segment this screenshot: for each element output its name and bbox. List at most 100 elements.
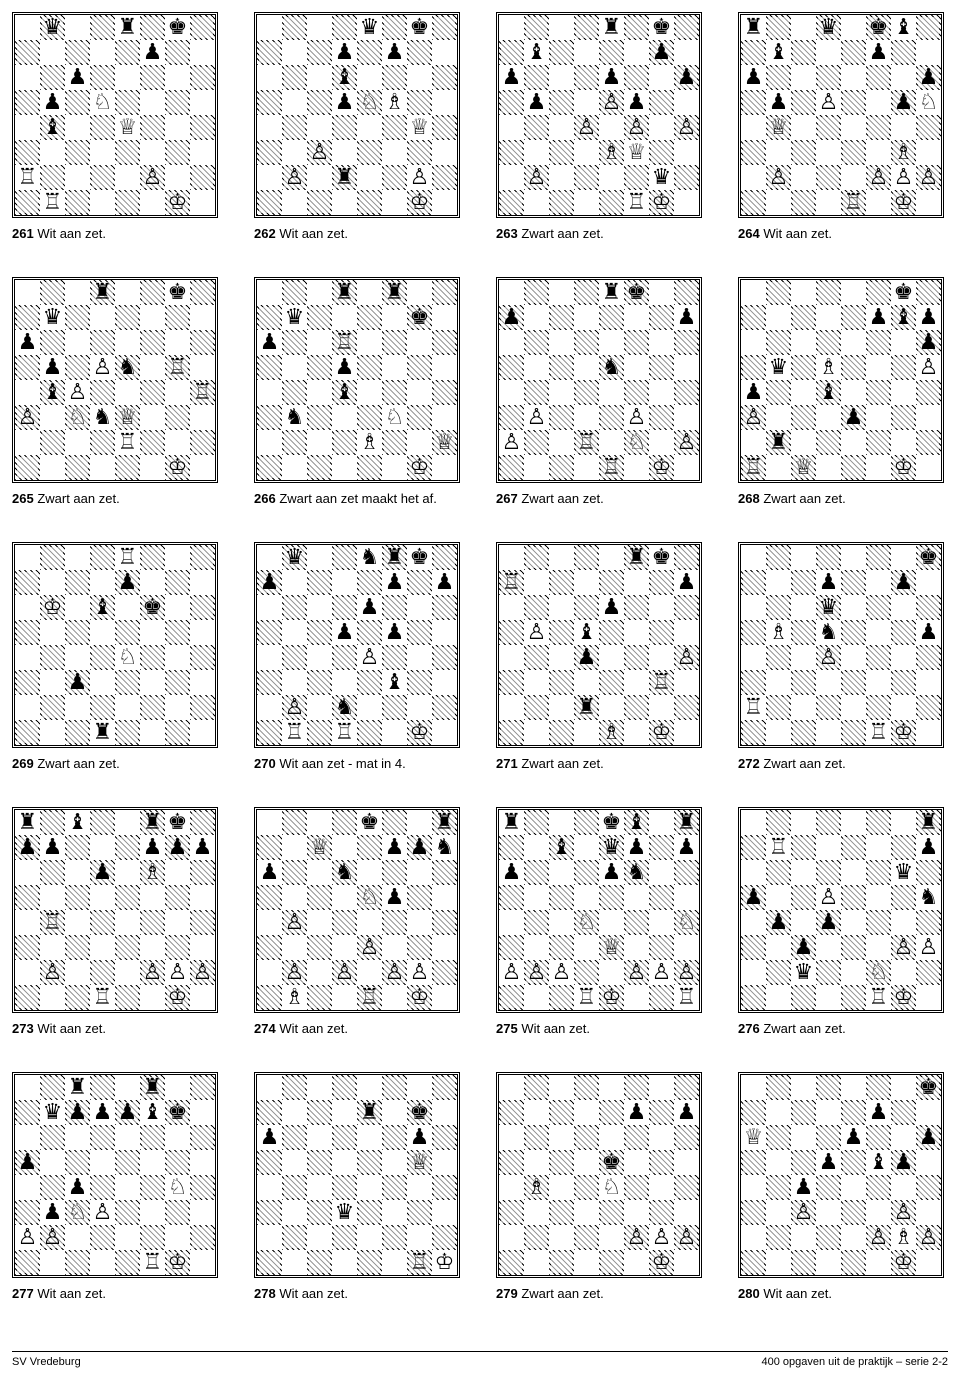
square [115, 40, 140, 65]
square: ♙ [282, 910, 307, 935]
square: ♜ [599, 280, 624, 305]
problem-caption: 273 Wit aan zet. [12, 1021, 222, 1036]
square: ♙ [624, 115, 649, 140]
square [649, 570, 674, 595]
problem-number: 265 [12, 491, 37, 506]
square [499, 455, 524, 480]
square [432, 1150, 457, 1175]
square [866, 330, 891, 355]
square [65, 595, 90, 620]
square [257, 1100, 282, 1125]
square [549, 65, 574, 90]
square: ♛ [766, 355, 791, 380]
square [524, 430, 549, 455]
square [140, 305, 165, 330]
square [307, 1175, 332, 1200]
square [332, 595, 357, 620]
square [624, 1250, 649, 1275]
square [791, 985, 816, 1010]
square [357, 1125, 382, 1150]
square [574, 1200, 599, 1225]
square: ♘ [115, 645, 140, 670]
square [499, 670, 524, 695]
square: ♙ [549, 960, 574, 985]
square [499, 885, 524, 910]
square [282, 645, 307, 670]
square [624, 1125, 649, 1150]
square [332, 1225, 357, 1250]
square [382, 720, 407, 745]
problem-cell: ♜♚♟♟♕♛♖♔278 Wit aan zet. [254, 1072, 464, 1301]
square [140, 405, 165, 430]
square [115, 1225, 140, 1250]
square [382, 645, 407, 670]
square [524, 65, 549, 90]
square [766, 330, 791, 355]
square [332, 985, 357, 1010]
square [282, 280, 307, 305]
square [791, 1075, 816, 1100]
square: ♛ [282, 545, 307, 570]
square [866, 645, 891, 670]
square [624, 1150, 649, 1175]
square [499, 595, 524, 620]
square [140, 620, 165, 645]
problem-number: 264 [738, 226, 763, 241]
square [866, 910, 891, 935]
square: ♚ [165, 15, 190, 40]
square [15, 115, 40, 140]
square [115, 190, 140, 215]
square [549, 355, 574, 380]
square [257, 545, 282, 570]
square [549, 305, 574, 330]
square [65, 15, 90, 40]
square: ♜ [624, 545, 649, 570]
square [15, 65, 40, 90]
square [332, 405, 357, 430]
square [816, 65, 841, 90]
square: ♖ [499, 570, 524, 595]
square [90, 190, 115, 215]
square [841, 1175, 866, 1200]
problem-row: ♜♚♛♟♟♙♞♖♝♙♖♙♘♞♕♖♔265 Zwart aan zet.♜♜♛♚♟… [12, 277, 948, 506]
problem-cell: ♚♟♝♟♟♛♗♙♟♝♙♟♜♖♕♔268 Zwart aan zet. [738, 277, 948, 506]
square [766, 860, 791, 885]
square [307, 720, 332, 745]
square [574, 90, 599, 115]
square: ♜ [382, 280, 407, 305]
square [674, 380, 699, 405]
square [549, 40, 574, 65]
square [866, 190, 891, 215]
square: ♙ [624, 405, 649, 430]
square [432, 670, 457, 695]
square: ♘ [357, 885, 382, 910]
square [407, 1200, 432, 1225]
square [190, 190, 215, 215]
problem-number: 274 [254, 1021, 279, 1036]
problem-cell: ♜♜♛♟♟♟♝♚♟♟♘♟♘♙♙♙♖♔277 Wit aan zet. [12, 1072, 222, 1301]
square: ♝ [332, 65, 357, 90]
square [574, 1250, 599, 1275]
square [741, 90, 766, 115]
chessboard: ♜♜♛♟♟♟♝♚♟♟♘♟♘♙♙♙♖♔ [12, 1072, 218, 1278]
square [791, 1250, 816, 1275]
square: ♘ [90, 90, 115, 115]
square: ♟ [332, 40, 357, 65]
square [549, 165, 574, 190]
square [766, 15, 791, 40]
square [524, 860, 549, 885]
square: ♔ [165, 190, 190, 215]
square [791, 280, 816, 305]
square [549, 595, 574, 620]
square [165, 405, 190, 430]
square [15, 430, 40, 455]
square [624, 355, 649, 380]
square [841, 90, 866, 115]
square [90, 1225, 115, 1250]
square: ♙ [649, 960, 674, 985]
square [816, 1175, 841, 1200]
square [841, 885, 866, 910]
square [432, 720, 457, 745]
square [624, 695, 649, 720]
square [791, 305, 816, 330]
